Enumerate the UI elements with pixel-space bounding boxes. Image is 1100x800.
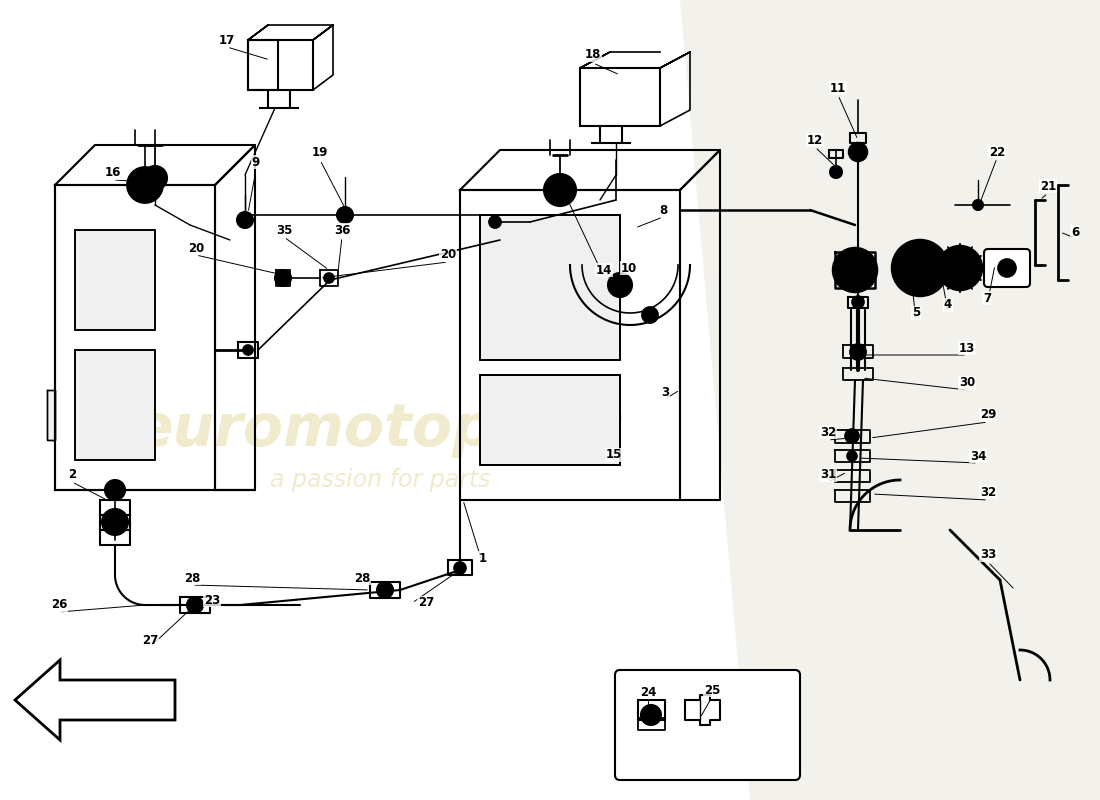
Circle shape — [243, 345, 253, 355]
Circle shape — [910, 258, 930, 278]
Polygon shape — [680, 0, 1100, 800]
Text: 32: 32 — [820, 426, 836, 438]
Text: 31: 31 — [820, 469, 836, 482]
Text: 34: 34 — [970, 450, 987, 462]
Circle shape — [852, 296, 864, 308]
Bar — [480, 375, 620, 465]
Text: 14: 14 — [596, 263, 613, 277]
Text: 27: 27 — [142, 634, 158, 646]
Text: 13: 13 — [959, 342, 975, 354]
Circle shape — [324, 273, 334, 283]
Text: 20: 20 — [188, 242, 205, 254]
Circle shape — [241, 216, 249, 224]
Polygon shape — [15, 660, 175, 740]
Circle shape — [613, 278, 627, 292]
Text: 3: 3 — [661, 386, 669, 398]
Circle shape — [641, 705, 661, 725]
Text: 12: 12 — [807, 134, 823, 146]
Text: 35: 35 — [276, 223, 293, 237]
Text: 1: 1 — [478, 551, 487, 565]
Text: 28: 28 — [184, 571, 200, 585]
Circle shape — [849, 143, 867, 161]
Circle shape — [236, 212, 253, 228]
Circle shape — [377, 582, 393, 598]
Text: 21: 21 — [1040, 179, 1056, 193]
Circle shape — [337, 207, 353, 223]
FancyBboxPatch shape — [615, 670, 800, 780]
Text: 30: 30 — [959, 377, 975, 390]
Text: 6: 6 — [1071, 226, 1079, 238]
Text: 19: 19 — [311, 146, 328, 159]
Text: 33: 33 — [980, 549, 997, 562]
Circle shape — [847, 451, 857, 461]
Text: 29: 29 — [980, 409, 997, 422]
Circle shape — [104, 480, 125, 500]
Circle shape — [998, 259, 1016, 277]
Circle shape — [938, 246, 982, 290]
Text: 15: 15 — [606, 449, 623, 462]
Text: 10: 10 — [620, 262, 637, 274]
Text: 17: 17 — [219, 34, 235, 46]
Text: euromotoparts: euromotoparts — [134, 402, 626, 458]
Circle shape — [187, 597, 204, 613]
Text: 36: 36 — [333, 223, 350, 237]
Circle shape — [490, 216, 500, 228]
Circle shape — [845, 429, 859, 443]
Text: 8: 8 — [659, 203, 667, 217]
Text: 7: 7 — [983, 291, 991, 305]
Text: 16: 16 — [104, 166, 121, 179]
Text: 27: 27 — [418, 597, 434, 610]
Circle shape — [102, 509, 128, 535]
Circle shape — [842, 256, 869, 284]
Bar — [75, 350, 155, 460]
Text: 24: 24 — [640, 686, 657, 698]
Circle shape — [143, 166, 167, 190]
FancyBboxPatch shape — [984, 249, 1030, 287]
Text: 32: 32 — [980, 486, 997, 498]
Circle shape — [148, 171, 162, 185]
Text: 2: 2 — [68, 469, 76, 482]
Text: 5: 5 — [912, 306, 920, 319]
Text: 25: 25 — [704, 683, 720, 697]
Circle shape — [135, 175, 155, 195]
Text: 20: 20 — [440, 249, 456, 262]
Bar — [580, 68, 660, 126]
Circle shape — [275, 270, 292, 286]
Circle shape — [646, 710, 656, 720]
Circle shape — [852, 147, 864, 157]
Bar — [75, 230, 155, 330]
Circle shape — [341, 211, 349, 219]
Text: 23: 23 — [204, 594, 220, 606]
Text: 18: 18 — [585, 49, 602, 62]
Circle shape — [833, 248, 877, 292]
Circle shape — [551, 181, 569, 199]
Circle shape — [544, 174, 576, 206]
Circle shape — [900, 248, 940, 288]
Circle shape — [126, 167, 163, 203]
Text: 4: 4 — [944, 298, 953, 311]
Circle shape — [642, 307, 658, 323]
Bar — [47, 390, 55, 440]
Circle shape — [454, 562, 466, 574]
Text: 26: 26 — [51, 598, 67, 611]
Text: 22: 22 — [989, 146, 1005, 158]
Circle shape — [974, 200, 983, 210]
Circle shape — [608, 273, 632, 297]
Circle shape — [892, 240, 948, 296]
Circle shape — [830, 166, 842, 178]
Text: 11: 11 — [829, 82, 846, 94]
Text: 28: 28 — [354, 571, 371, 585]
Circle shape — [850, 344, 866, 360]
Bar — [480, 215, 620, 360]
Text: 9: 9 — [252, 155, 260, 169]
Bar — [248, 40, 314, 90]
Text: a passion for parts: a passion for parts — [270, 468, 491, 492]
